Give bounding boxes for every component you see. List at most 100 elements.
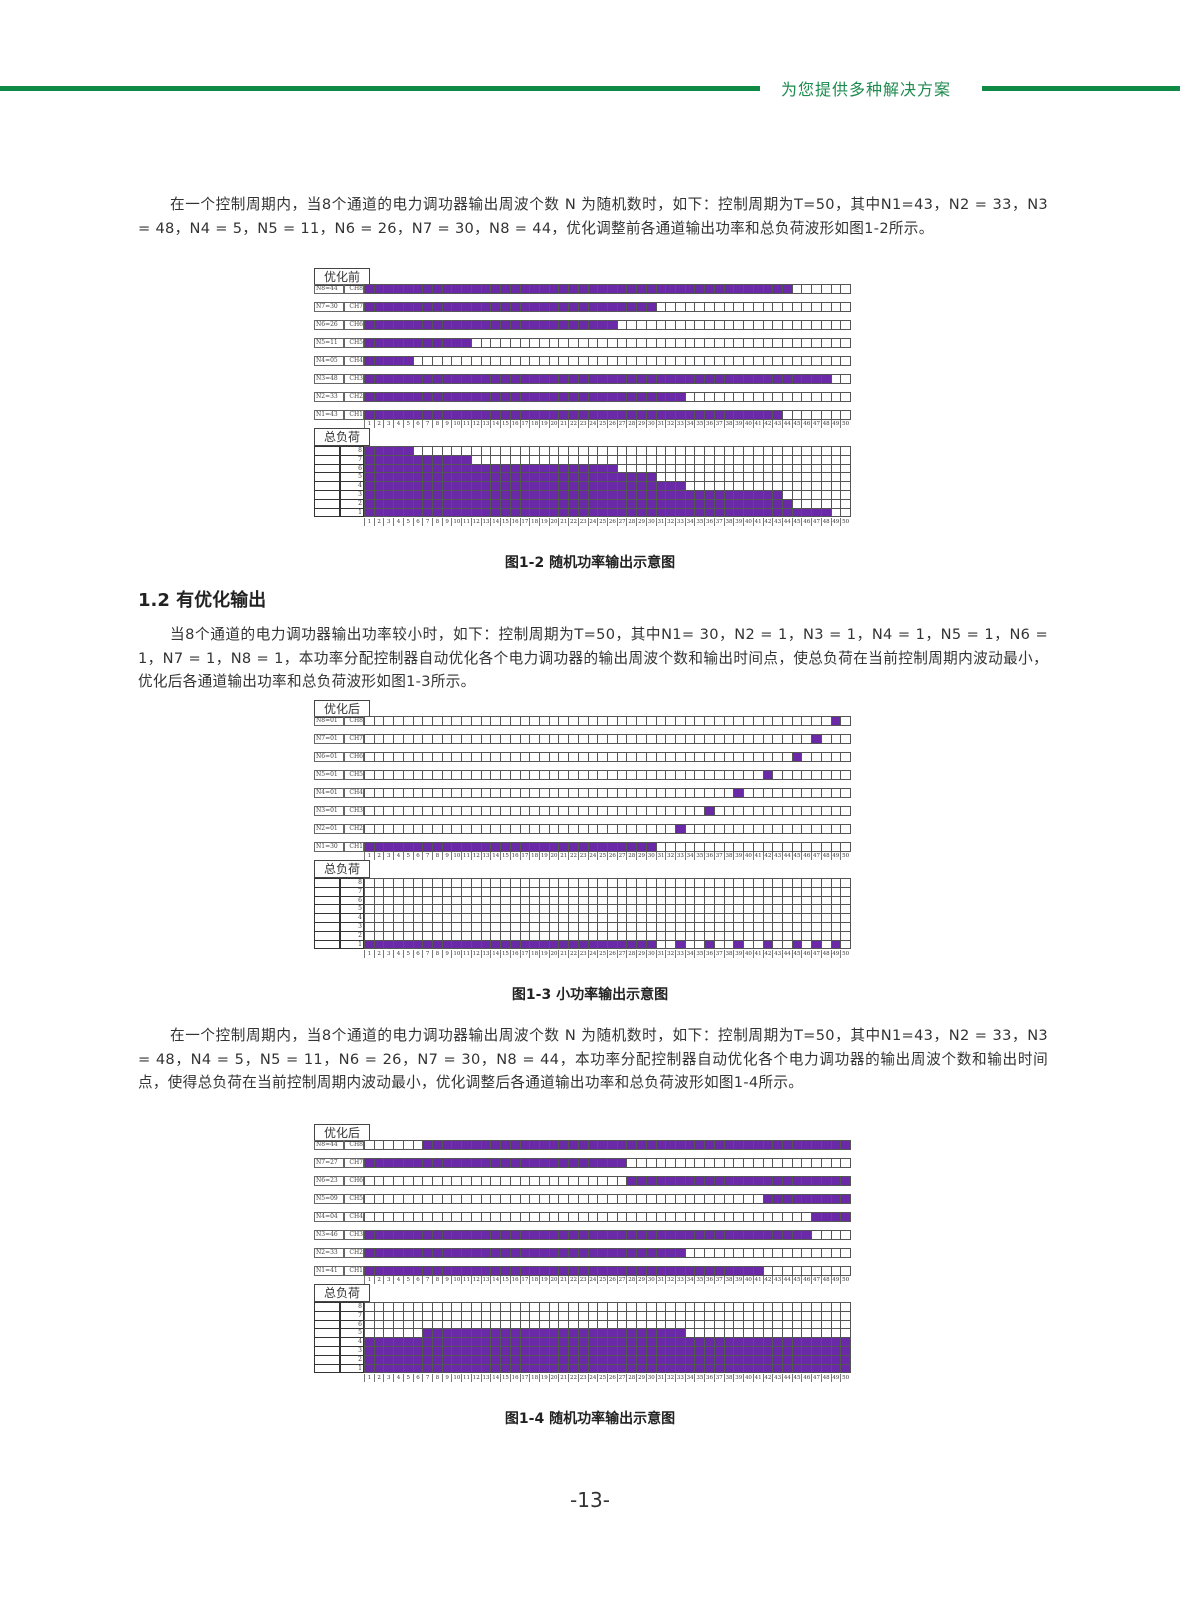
x-axis-tick: 10 [451, 1276, 461, 1284]
load-x-axis-tick: 17 [519, 1374, 529, 1383]
channel-name-label: CH7 [344, 302, 364, 312]
channel-name-label: CH3 [344, 806, 364, 816]
load-x-axis-tick: 30 [645, 950, 655, 959]
load-x-axis-tick: 26 [607, 1374, 616, 1383]
load-x-axis-tick: 38 [723, 518, 733, 527]
load-x-axis-tick: 33 [675, 518, 684, 527]
x-axis-tick: 42 [762, 852, 772, 860]
load-x-axis-tick: 50 [840, 950, 850, 959]
x-axis-tick: 13 [480, 852, 490, 860]
x-axis-tick: 17 [519, 1276, 529, 1284]
load-x-axis-tick: 14 [490, 950, 500, 959]
channel-name-label: CH2 [344, 824, 364, 834]
x-axis-tick: 50 [840, 1276, 850, 1284]
channel-name-label: CH4 [344, 788, 364, 798]
channel-name-label: CH8 [344, 716, 364, 726]
x-axis-tick: 17 [519, 852, 529, 860]
x-axis-tick: 26 [607, 1276, 616, 1284]
x-axis-tick: 4 [393, 852, 403, 860]
x-axis-tick: 28 [626, 420, 636, 428]
load-x-axis-tick: 27 [616, 950, 626, 959]
load-x-axis-tick: 46 [801, 950, 811, 959]
x-axis-tick: 3 [383, 852, 393, 860]
load-x-axis-tick: 4 [393, 1374, 403, 1383]
load-x-axis-tick: 8 [432, 518, 442, 527]
load-x-axis-tick: 28 [626, 950, 636, 959]
load-x-axis-tick: 11 [461, 1374, 471, 1383]
x-axis-tick: 24 [587, 852, 597, 860]
x-axis-tick: 18 [529, 852, 539, 860]
channel-count-label: N1=41 [314, 1266, 344, 1276]
channel-count-label: N8=44 [314, 284, 344, 294]
load-x-axis-tick: 44 [781, 950, 791, 959]
load-x-axis-tick: 6 [412, 950, 423, 959]
x-axis-tick: 15 [500, 852, 509, 860]
channel-name-label: CH1 [344, 1266, 364, 1276]
load-x-axis-tick: 28 [626, 1374, 636, 1383]
load-x-axis-tick: 19 [538, 1374, 548, 1383]
x-axis-tick: 10 [451, 420, 461, 428]
load-x-axis-tick: 47 [811, 518, 820, 527]
x-axis-tick: 15 [500, 420, 509, 428]
load-x-axis-tick: 8 [432, 950, 442, 959]
load-x-axis-tick: 6 [412, 1374, 423, 1383]
load-x-axis-tick: 11 [461, 950, 471, 959]
x-axis-tick: 18 [529, 420, 539, 428]
x-axis-tick: 12 [470, 1276, 480, 1284]
load-x-axis-tick: 3 [383, 518, 393, 527]
load-x-axis-tick: 45 [791, 518, 801, 527]
channel-count-label: N4=01 [314, 788, 344, 798]
load-x-axis-tick: 24 [587, 518, 597, 527]
load-x-axis-tick: 23 [577, 1374, 587, 1383]
channel-count-label: N6=23 [314, 1176, 344, 1186]
x-axis-tick: 8 [432, 852, 442, 860]
x-axis-tick: 37 [713, 420, 723, 428]
x-axis-tick: 20 [548, 1276, 558, 1284]
x-axis-tick: 7 [422, 420, 432, 428]
x-axis-tick: 41 [752, 852, 762, 860]
x-axis-tick: 14 [490, 852, 500, 860]
channel-count-label: N3=01 [314, 806, 344, 816]
x-axis-tick: 10 [451, 852, 461, 860]
x-axis-tick: 23 [577, 1276, 587, 1284]
x-axis-tick: 30 [645, 852, 655, 860]
page-number: -13- [570, 1488, 610, 1512]
load-x-axis-tick: 25 [597, 518, 607, 527]
load-row-blank [314, 939, 340, 950]
channel-count-label: N2=33 [314, 1248, 344, 1258]
channel-count-label: N7=01 [314, 734, 344, 744]
x-axis-tick: 36 [704, 420, 714, 428]
x-axis-tick: 27 [616, 1276, 626, 1284]
load-x-axis-tick: 10 [451, 950, 461, 959]
x-axis-tick: 36 [704, 1276, 714, 1284]
x-axis-tick: 46 [801, 420, 811, 428]
x-axis-tick: 6 [412, 852, 423, 860]
x-axis-tick: 49 [830, 1276, 840, 1284]
channel-name-label: CH8 [344, 1140, 364, 1150]
paragraph-1: 在一个控制周期内，当8个通道的电力调功器输出周波个数 N 为随机数时，如下：控制… [138, 196, 1048, 237]
load-x-axis-tick: 1 [364, 1374, 374, 1383]
x-axis-tick: 8 [432, 1276, 442, 1284]
channel-cell [840, 1176, 851, 1186]
load-x-axis-tick: 12 [470, 518, 480, 527]
load-x-axis-tick: 41 [752, 1374, 762, 1383]
x-axis-tick: 23 [577, 420, 587, 428]
load-x-axis-tick: 49 [830, 950, 840, 959]
load-x-axis-tick: 33 [675, 1374, 684, 1383]
load-level-label: 1 [340, 939, 364, 950]
load-row-blank [314, 507, 340, 518]
load-x-axis-tick: 29 [636, 1374, 646, 1383]
channel-cell [840, 1140, 851, 1150]
channel-name-label: CH4 [344, 1212, 364, 1222]
x-axis-tick: 43 [772, 1276, 782, 1284]
channel-cell [840, 356, 851, 366]
x-axis-tick: 37 [713, 1276, 723, 1284]
channel-count-label: N7=30 [314, 302, 344, 312]
x-axis-tick: 16 [509, 1276, 519, 1284]
channel-cell [840, 716, 851, 726]
channel-name-label: CH4 [344, 356, 364, 366]
load-x-axis-tick: 39 [733, 518, 743, 527]
load-x-axis-tick: 21 [558, 518, 568, 527]
paragraph-3: 在一个控制周期内，当8个通道的电力调功器输出周波个数 N 为随机数时，如下：控制… [138, 1027, 1048, 1091]
load-x-axis-tick: 17 [519, 950, 529, 959]
